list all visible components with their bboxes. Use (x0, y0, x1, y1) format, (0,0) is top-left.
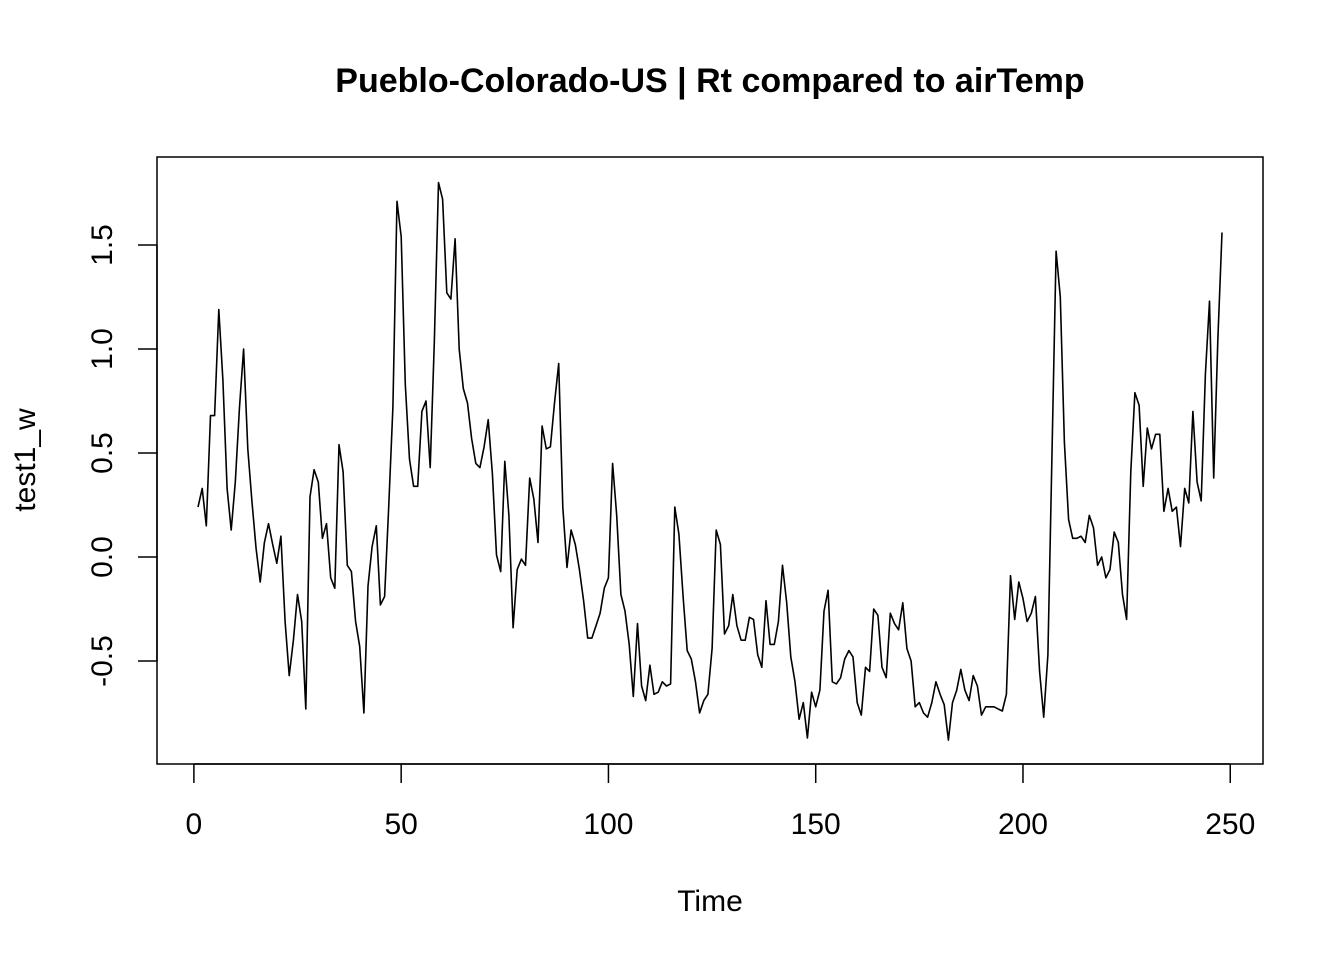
chart-title: Pueblo-Colorado-US | Rt compared to airT… (335, 62, 1084, 100)
y-tick-label: 1.0 (86, 328, 119, 370)
x-tick-label: 100 (583, 808, 633, 841)
x-axis: 0 50 100 150 200 250 (186, 763, 1255, 841)
x-tick-label: 0 (186, 808, 203, 841)
y-tick-label: 1.5 (86, 224, 119, 266)
series-line (197, 181, 1223, 741)
x-tick-label: 250 (1205, 808, 1255, 841)
x-axis-label: Time (677, 885, 743, 918)
y-tick-label: 0.0 (86, 536, 119, 578)
y-tick-label: -0.5 (86, 635, 119, 687)
x-tick-label: 150 (791, 808, 841, 841)
y-axis-label: test1_w (9, 408, 42, 512)
y-axis: -0.5 0.0 0.5 1.0 1.5 (86, 224, 158, 687)
y-tick-label: 0.5 (86, 432, 119, 474)
x-tick-label: 200 (998, 808, 1048, 841)
x-tick-label: 50 (384, 808, 417, 841)
